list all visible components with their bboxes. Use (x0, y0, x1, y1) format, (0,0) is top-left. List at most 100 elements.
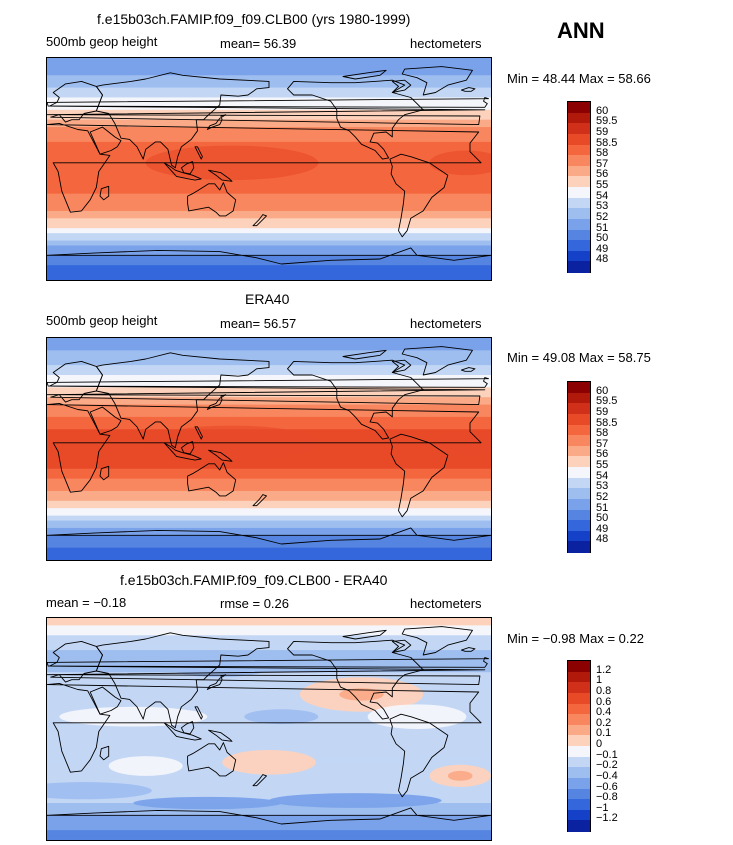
panel-3-contour-band (47, 812, 491, 816)
colorbar-tick-label: 53 (596, 480, 609, 493)
panel-1-contour-band (47, 243, 491, 247)
panel-1-coastline-australia (187, 182, 237, 217)
panel-1-contour-band (47, 90, 491, 94)
panel-3-contour-band (47, 667, 491, 671)
panel-1-contour-band (47, 223, 491, 227)
panel-2-contour-band (47, 392, 491, 396)
panel-2-colorbar (567, 381, 591, 553)
panel-3-contour-band (47, 655, 491, 659)
colorbar-tick-label: 0.6 (596, 695, 612, 708)
colorbar-swatch (568, 229, 590, 241)
panel-1-contour-band (47, 203, 491, 207)
colorbar-swatch (568, 530, 590, 542)
panel-1-contour-band (47, 136, 491, 140)
panel-2-contour-band (47, 552, 491, 556)
colorbar-tick-label: 55 (596, 179, 609, 191)
panel-3-contour-band (47, 795, 491, 799)
panel-1-contour-band (47, 139, 491, 143)
panel-1-contour-band (47, 272, 491, 276)
colorbar-swatch (568, 250, 590, 262)
panel-1-contour-band (47, 183, 491, 187)
panel-1-contour-band (47, 65, 491, 69)
panel-3-contour-band (47, 827, 491, 831)
panel-1-contour-band (47, 191, 491, 195)
panel-3-contour-band (47, 793, 491, 797)
panel-1-coastline-borneo (180, 161, 195, 175)
colorbar-swatch (568, 176, 590, 188)
colorbar-swatch (568, 102, 590, 114)
panel-3-units-label: hectometers (410, 596, 482, 611)
colorbar-swatch (568, 520, 590, 532)
panel-3-colorbar (567, 660, 591, 832)
colorbar-tick-label: 54 (596, 189, 609, 202)
panel-3-contour-band (47, 788, 491, 792)
colorbar-tick-label: 48 (596, 533, 609, 546)
panel-1-contour-band (47, 252, 491, 256)
panel-1-coastline-madagascar (99, 185, 110, 201)
colorbar-swatch (568, 392, 590, 404)
panel-1-contour-band (47, 67, 491, 71)
panel-2-contour-band (47, 555, 491, 559)
panel-1-contour-band (47, 62, 491, 66)
panel-3-contour-band (47, 741, 491, 745)
colorbar-tick-label: 55 (596, 459, 609, 471)
panel-2-contour-band (47, 540, 491, 544)
panel-1-minmax: Min = 48.44 Max = 58.66 (507, 71, 651, 86)
panel-3-anomaly-blob (47, 782, 152, 800)
panel-1-contour-band (47, 233, 491, 237)
panel-1-coastline-europe (47, 80, 486, 126)
panel-1-contour-band (47, 230, 491, 234)
panel-2-contour-band (47, 473, 491, 477)
panel-2-contour-band (47, 424, 491, 428)
panel-2-contour-band (47, 513, 491, 517)
colorbar-tick-label: 0.8 (596, 684, 612, 697)
panel-3-coastline-asia (95, 632, 270, 729)
panel-3-coastline-greenland (401, 626, 473, 656)
panel-3-anomaly-blob (244, 709, 319, 725)
panel-3-contour-band (47, 780, 491, 784)
panel-2-contour-band (47, 342, 491, 346)
panel-3-contour-band (47, 662, 491, 666)
panel-2-contour-band (47, 367, 491, 371)
panel-2-coastline-nz (252, 494, 267, 507)
panel-3-contour-band (47, 637, 491, 641)
panel-3-contour-band (47, 647, 491, 651)
colorbar-tick-label: 48 (596, 253, 609, 266)
panel-3-contour-band (47, 692, 491, 696)
colorbar-swatch (568, 767, 590, 779)
panel-2-contour-band (47, 483, 491, 487)
colorbar-swatch (568, 661, 590, 673)
panel-3-anomaly-blob (108, 756, 183, 776)
panel-3-contour-band (47, 746, 491, 750)
colorbar-swatch (568, 413, 590, 425)
panel-2-contour-band (47, 481, 491, 485)
panel-1-contour-band (47, 228, 491, 232)
panel-1-contour-band (47, 95, 491, 99)
panel-1-contour-band (47, 186, 491, 190)
panel-1-contour-band (47, 60, 491, 64)
panel-3-contour-band (47, 672, 491, 676)
panel-3-coastline-nz (252, 774, 267, 787)
panel-3-contour-band (47, 832, 491, 836)
panel-3-contour-band (47, 701, 491, 705)
panel-1-colorbar (567, 101, 591, 273)
season-label: ANN (557, 18, 605, 43)
colorbar-swatch (568, 133, 590, 145)
panel-1-contour-band (47, 141, 491, 145)
colorbar-tick-label: 59 (596, 405, 609, 418)
panel-2-contour-band (47, 416, 491, 420)
colorbar-tick-label: −1.2 (596, 812, 618, 825)
panel-2-contour-band (47, 389, 491, 393)
colorbar-swatch (568, 692, 590, 704)
panel-3-anomaly-blob (269, 793, 442, 808)
panel-3-contour-band (47, 820, 491, 824)
colorbar-swatch (568, 477, 590, 489)
panel-3-contour-band (47, 835, 491, 839)
colorbar-swatch (568, 467, 590, 479)
colorbar-tick-label: 49 (596, 242, 609, 255)
panel-3-rmse-label: rmse = 0.26 (220, 596, 290, 611)
panel-1-coastline-indonesia (163, 162, 202, 181)
panel-2-contour-band (47, 557, 491, 560)
panel-1-map (46, 57, 492, 281)
panel-2-contour-band (47, 347, 491, 351)
